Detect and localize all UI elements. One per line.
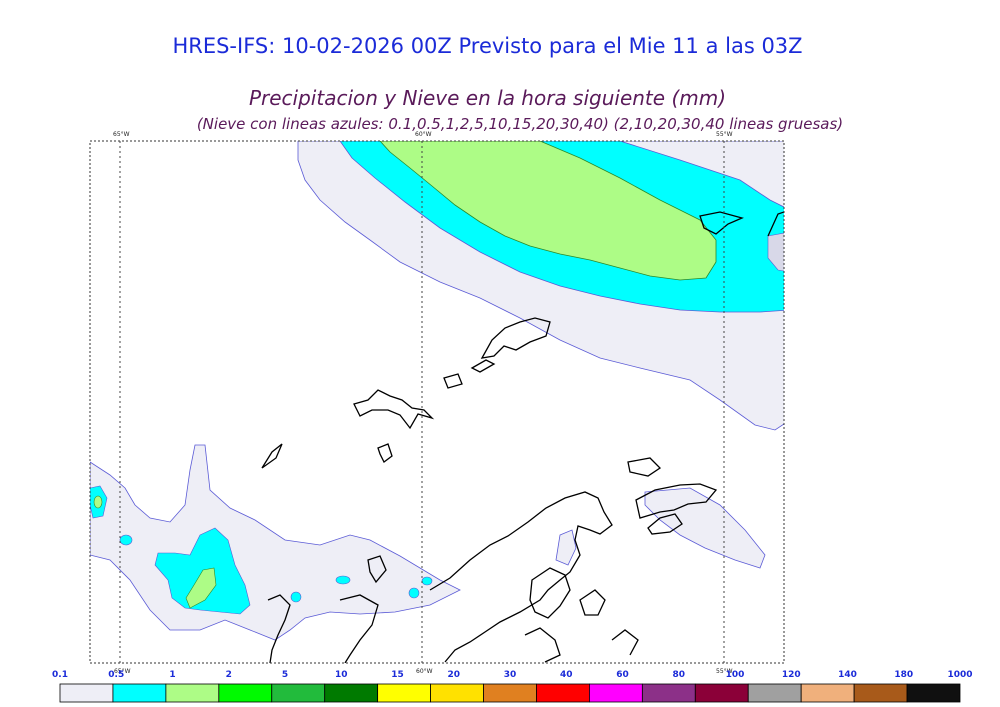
legend-tick-label: 60 [616, 670, 629, 680]
meridian-label-top-3: 55°W [716, 131, 733, 138]
legend-tick-label: 1000 [947, 670, 972, 680]
legend-swatch [324, 683, 379, 703]
legend-swatch [906, 683, 961, 703]
legend-swatch [694, 683, 749, 703]
legend-tick-label: 2 [226, 670, 232, 680]
legend-tick-label: 10 [335, 670, 348, 680]
precip-cell-cyan-3 [119, 534, 133, 546]
legend-swatch [853, 683, 908, 703]
legend-swatch [271, 683, 326, 703]
precip-cell-cyan-4 [335, 575, 351, 585]
legend-swatch [800, 683, 855, 703]
map-title: HRES-IFS: 10-02-2026 00Z Previsto para e… [172, 34, 803, 58]
legend-swatch [430, 683, 484, 703]
meridian-lines [119, 141, 725, 663]
precip-cell-green-2 [93, 495, 103, 509]
meridian-label-top-2: 60°W [415, 131, 432, 138]
meridian-label-bottom-3: 55°W [716, 668, 733, 675]
meridian-label-bottom-1: 65°W [114, 668, 131, 675]
legend-swatch [747, 683, 802, 703]
precip-area-south-small [555, 529, 577, 566]
legend-tick-label: 180 [894, 670, 913, 680]
legend-swatch [165, 683, 220, 703]
precip-area-north-green [379, 141, 717, 281]
legend-swatch [589, 683, 643, 703]
meridian-label-bottom-2: 60°W [416, 668, 433, 675]
legend-swatch [483, 683, 537, 703]
precip-area-grey-patch [767, 232, 784, 272]
legend-swatch [218, 683, 273, 703]
legend-tick-label: 1 [169, 670, 175, 680]
legend-tick-label: 140 [838, 670, 857, 680]
legend-swatch [59, 683, 114, 703]
legend-tick-label: 0.1 [52, 670, 68, 680]
legend-tick-label: 100 [726, 670, 745, 680]
legend-tick-label: 0.5 [108, 670, 124, 680]
snow-contour-note: (Nieve con lineas azules: 0.1,0.5,1,2,5,… [196, 115, 844, 133]
legend-tick-label: 40 [560, 670, 573, 680]
legend-swatch [112, 683, 167, 703]
map-subtitle: Precipitacion y Nieve en la hora siguien… [248, 86, 727, 110]
legend-swatch [536, 683, 590, 703]
legend-swatch [641, 683, 696, 703]
legend-tick-label: 80 [672, 670, 685, 680]
precip-cell-cyan-5 [290, 591, 302, 603]
legend-swatch [377, 683, 431, 703]
legend-tick-label: 15 [391, 670, 404, 680]
coastlines [261, 211, 784, 663]
precip-area-southeast-light [644, 487, 766, 569]
legend-tick-label: 5 [282, 670, 288, 680]
precip-cell-cyan-6 [408, 587, 420, 599]
legend-tick-label: 120 [782, 670, 801, 680]
legend-tick-label: 30 [504, 670, 517, 680]
precip-cell-green-1 [185, 567, 217, 609]
legend-tick-label: 20 [447, 670, 460, 680]
meridian-label-top-1: 65°W [113, 131, 130, 138]
